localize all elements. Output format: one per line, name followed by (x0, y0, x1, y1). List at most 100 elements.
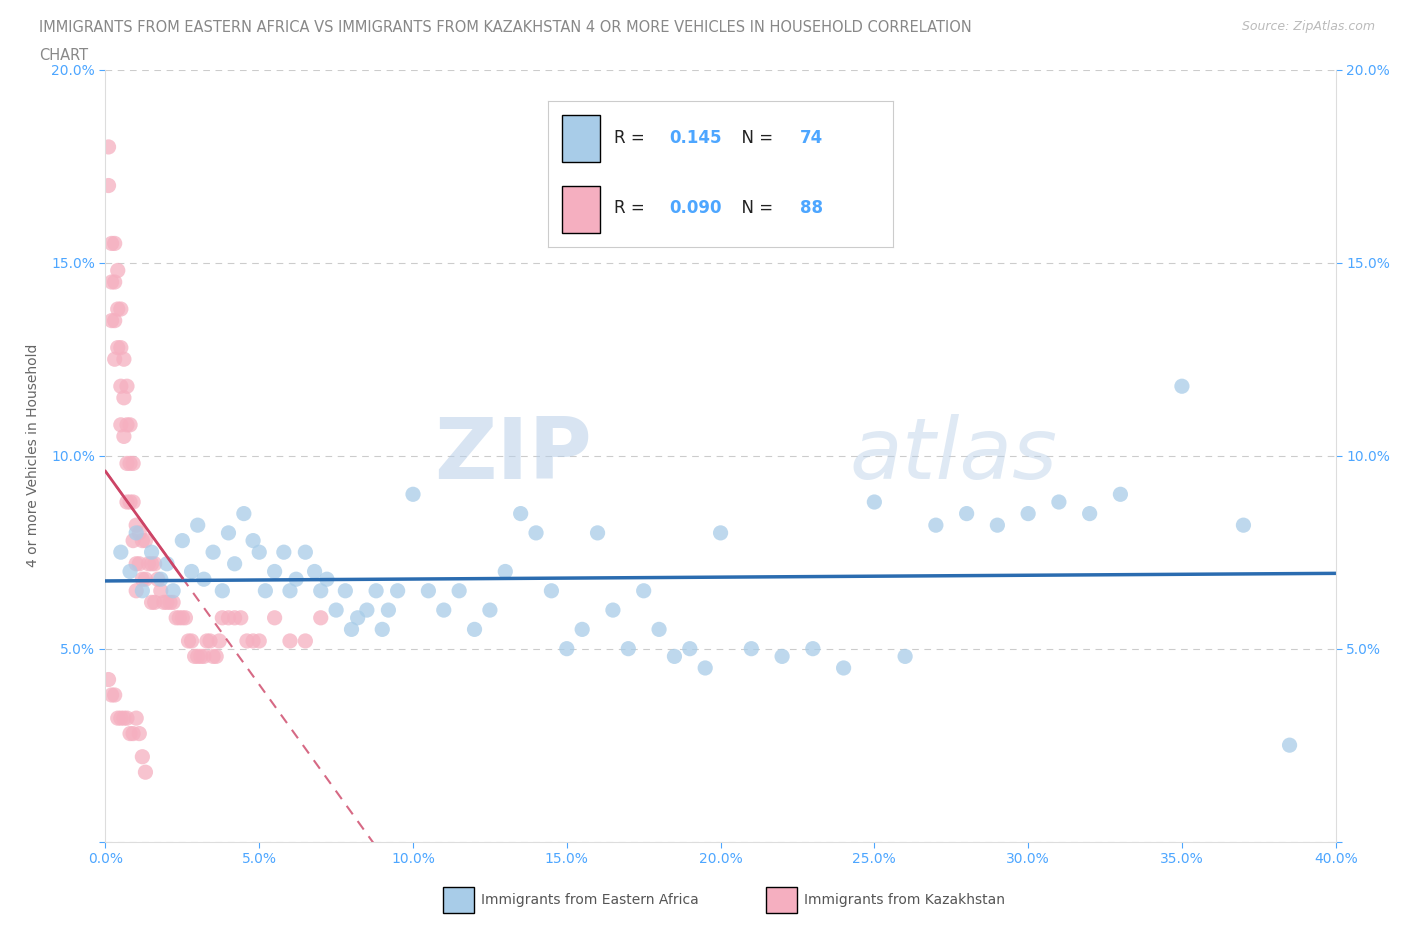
Point (540, 583, 562, 598)
Point (115, 456, 138, 471)
Point (141, 556, 163, 571)
Point (986, 518, 1008, 533)
Point (125, 583, 148, 598)
Point (695, 660, 717, 675)
Text: ZIP: ZIP (433, 414, 592, 498)
Point (602, 603, 624, 618)
Point (131, 533, 153, 548)
Text: IMMIGRANTS FROM EASTERN AFRICA VS IMMIGRANTS FROM KAZAKHSTAN 4 OR MORE VEHICLES : IMMIGRANTS FROM EASTERN AFRICA VS IMMIGR… (39, 20, 972, 35)
Point (494, 564, 516, 578)
Point (100, 274, 122, 289)
Point (120, 726, 141, 741)
Point (97, 179, 120, 193)
Point (586, 525, 609, 540)
Point (294, 545, 316, 560)
Point (198, 633, 221, 648)
Point (97, 140, 120, 154)
Text: CHART: CHART (39, 48, 89, 63)
Point (356, 603, 378, 618)
Point (770, 649, 793, 664)
Point (141, 545, 163, 560)
Point (169, 610, 191, 625)
Point (1278, 737, 1301, 752)
Point (134, 572, 156, 587)
Point (1017, 506, 1039, 521)
Point (112, 391, 135, 405)
Point (1047, 495, 1070, 510)
Point (278, 583, 301, 598)
Point (633, 583, 655, 598)
Point (710, 525, 733, 540)
Point (104, 313, 127, 328)
Point (478, 603, 501, 618)
Point (143, 595, 166, 610)
Point (371, 622, 394, 637)
Point (263, 610, 285, 625)
Point (131, 583, 153, 598)
Point (433, 603, 456, 618)
Text: Immigrants from Eastern Africa: Immigrants from Eastern Africa (481, 893, 699, 908)
Point (464, 622, 486, 637)
Point (315, 572, 337, 587)
Point (110, 379, 132, 393)
Point (894, 649, 917, 664)
Point (247, 545, 270, 560)
Point (211, 583, 233, 598)
Point (236, 633, 259, 648)
Point (224, 556, 246, 571)
Point (304, 564, 326, 578)
Point (156, 595, 179, 610)
Point (159, 595, 181, 610)
Point (122, 495, 145, 510)
Point (273, 545, 295, 560)
Point (110, 301, 132, 316)
Point (740, 642, 762, 657)
Point (387, 583, 409, 598)
Point (125, 556, 148, 571)
Point (925, 518, 948, 533)
Point (278, 633, 301, 648)
Point (335, 583, 357, 598)
Point (97, 672, 120, 687)
Point (180, 633, 202, 648)
Point (107, 711, 129, 725)
Point (242, 633, 264, 648)
Point (146, 572, 169, 587)
Point (309, 583, 332, 598)
Point (125, 525, 148, 540)
Text: atlas: atlas (849, 414, 1057, 498)
Point (115, 418, 138, 432)
Point (254, 583, 277, 598)
Point (211, 610, 233, 625)
Point (309, 610, 332, 625)
Point (832, 660, 855, 675)
Point (183, 649, 205, 664)
Point (120, 418, 141, 432)
Point (131, 750, 153, 764)
Text: Source: ZipAtlas.com: Source: ZipAtlas.com (1241, 20, 1375, 33)
Point (125, 518, 148, 533)
Point (104, 274, 127, 289)
Point (107, 340, 129, 355)
Point (104, 687, 127, 702)
Point (449, 583, 471, 598)
Point (120, 456, 141, 471)
Point (205, 649, 228, 664)
Point (128, 556, 150, 571)
Point (509, 506, 531, 521)
Point (125, 711, 148, 725)
Point (134, 764, 156, 779)
Point (555, 642, 578, 657)
Point (648, 622, 671, 637)
Point (180, 564, 202, 578)
Y-axis label: 4 or more Vehicles in Household: 4 or more Vehicles in Household (27, 344, 39, 567)
Point (149, 572, 172, 587)
Point (1232, 518, 1254, 533)
Point (190, 649, 212, 664)
Text: Immigrants from Kazakhstan: Immigrants from Kazakhstan (804, 893, 1005, 908)
Point (104, 236, 127, 251)
Point (120, 495, 141, 510)
Point (174, 610, 197, 625)
Point (141, 595, 163, 610)
Point (242, 533, 264, 548)
